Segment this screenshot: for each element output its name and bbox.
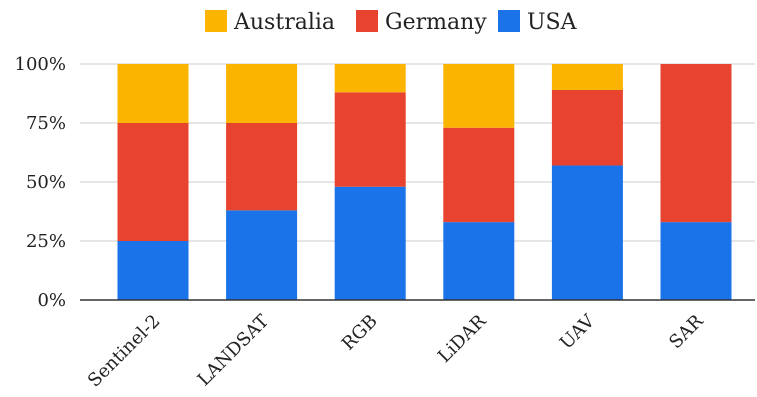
bar-segment-australia — [117, 64, 189, 123]
bar-segment-usa — [443, 222, 515, 300]
bar-segment-australia — [551, 64, 623, 90]
x-tick-label: RGB — [338, 311, 382, 355]
legend-swatch-germany — [356, 10, 378, 32]
y-axis-ticks: 0% 25% 50% 75% 100% — [15, 54, 66, 311]
gridlines — [80, 63, 755, 242]
bars — [117, 64, 732, 300]
y-tick-label: 0% — [37, 290, 66, 311]
legend-label-germany: Germany — [385, 10, 487, 35]
y-tick-label: 25% — [26, 231, 66, 252]
y-tick-label: 75% — [26, 113, 66, 134]
x-tick-label: LANDSAT — [194, 311, 274, 391]
bar-segment-usa — [660, 222, 732, 300]
x-tick-label: UAV — [556, 310, 600, 354]
bar-segment-germany — [443, 127, 515, 223]
bar-segment-usa — [117, 241, 189, 300]
legend-label-usa: USA — [527, 10, 578, 35]
legend-swatch-australia — [205, 10, 227, 32]
x-tick-label: Sentinel-2 — [84, 311, 165, 392]
y-tick-label: 100% — [15, 54, 66, 75]
bar-segment-germany — [660, 64, 732, 223]
bar-segment-australia — [226, 64, 298, 123]
x-tick-label: LiDAR — [434, 310, 491, 367]
bar-segment-usa — [334, 186, 406, 300]
bar-segment-germany — [334, 92, 406, 187]
legend-label-australia: Australia — [233, 10, 335, 35]
bar-segment-usa — [551, 165, 623, 300]
bar-segment-australia — [334, 64, 406, 93]
bar-segment-germany — [226, 123, 298, 211]
bar-segment-germany — [117, 123, 189, 241]
bar-segment-usa — [226, 210, 298, 300]
bar-segment-australia — [443, 64, 515, 128]
legend: Australia Germany USA — [205, 10, 578, 35]
bar-segment-germany — [551, 89, 623, 166]
x-tick-label: SAR — [665, 310, 708, 353]
x-axis-labels: Sentinel-2 LANDSAT RGB LiDAR UAV SAR — [84, 310, 708, 391]
y-tick-label: 50% — [26, 172, 66, 193]
legend-swatch-usa — [498, 10, 520, 32]
